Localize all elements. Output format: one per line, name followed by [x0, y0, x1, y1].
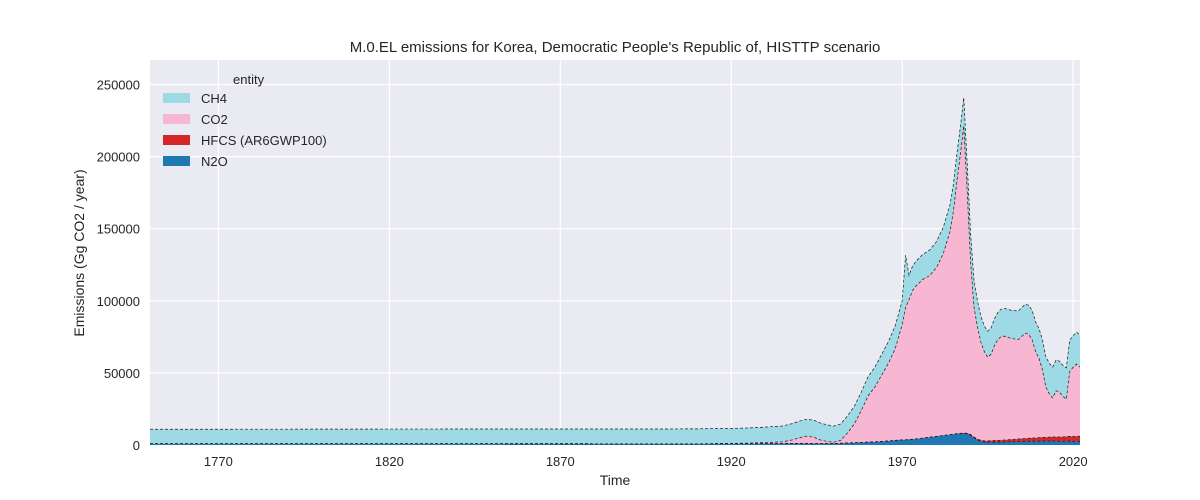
x-tick-label: 2020 [1059, 454, 1088, 469]
y-tick-label: 0 [133, 438, 140, 453]
legend-label: HFCS (AR6GWP100) [201, 133, 327, 148]
y-tick-label: 100000 [97, 294, 140, 309]
boundary-line-ch4 [149, 97, 1081, 430]
x-axis-title: Time [600, 472, 631, 488]
axes: 1770 1820 1870 1920 1970 2020 0 50000 100000 1500… [97, 78, 1088, 469]
y-axis-title: Emissions (Gg CO2 / year) [71, 169, 87, 336]
legend-swatch [163, 156, 190, 166]
legend: entity CH4 CO2 HFCS (AR6GWP100) N2O [163, 72, 327, 169]
legend-label: CH4 [201, 91, 227, 106]
area-co2 [150, 125, 1080, 444]
chart-title: M.0.EL emissions for Korea, Democratic P… [350, 39, 881, 56]
legend-title: entity [233, 72, 265, 87]
x-tick-label: 1920 [717, 454, 746, 469]
boundary-lines [149, 97, 1081, 445]
legend-swatch [163, 93, 190, 103]
y-tick-label: 200000 [97, 150, 140, 165]
boundary-line-co2 [150, 125, 1081, 445]
legend-swatch [163, 114, 190, 124]
legend-label: CO2 [201, 112, 228, 127]
x-tick-label: 1820 [375, 454, 404, 469]
x-tick-label: 1770 [204, 454, 233, 469]
boundary-line-hfcs-ar6gwp100- [150, 432, 1080, 445]
y-tick-label: 150000 [97, 222, 140, 237]
y-tick-label: 250000 [97, 78, 140, 93]
y-tick-label: 50000 [104, 366, 140, 381]
x-tick-label: 1970 [888, 454, 917, 469]
x-tick-label: 1870 [546, 454, 575, 469]
legend-swatch [163, 135, 190, 145]
legend-label: N2O [201, 154, 228, 169]
